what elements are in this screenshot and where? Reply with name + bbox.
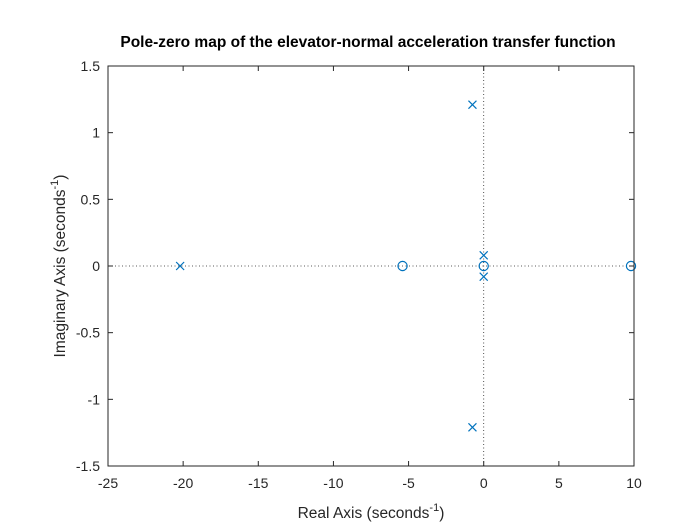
y-tick-label: 1 (92, 125, 100, 141)
tick-labels: -25 -20 -15 -10 -5 0 5 10 -1.5 -1 -0.5 0 0.5 1 1.5 (76, 58, 642, 491)
y-axis-label-main: Imaginary Axis (seconds (52, 189, 69, 357)
pole-marker (479, 250, 489, 260)
pole-marker (479, 272, 489, 282)
y-tick-label: -0.5 (76, 325, 100, 341)
x-tick-label: 10 (626, 475, 642, 491)
zero-marker (625, 260, 637, 272)
pole-marker (175, 261, 185, 271)
x-tick-label: -15 (248, 475, 268, 491)
x-axis-label-close: ) (439, 505, 444, 522)
pole-marker (468, 100, 477, 110)
pole-marker (468, 422, 477, 432)
y-tick-label: -1 (88, 391, 101, 407)
y-tick-label: 0 (92, 258, 100, 274)
y-axis-label-close: ) (52, 175, 69, 180)
x-tick-label: -25 (98, 475, 118, 491)
x-tick-label: -20 (173, 475, 193, 491)
y-tick-label: 0.5 (81, 191, 101, 207)
x-axis-label: Real Axis (seconds-1) (298, 502, 445, 522)
y-axis-label: Imaginary Axis (seconds-1) (49, 175, 69, 358)
x-axis-label-main: Real Axis (seconds (298, 505, 430, 522)
y-axis-label-superscript: -1 (49, 180, 61, 190)
zero-marker (397, 260, 408, 272)
x-tick-label: 5 (555, 475, 563, 491)
x-axis-label-superscript: -1 (429, 502, 439, 514)
x-tick-label: -5 (402, 475, 415, 491)
axes-box (107, 65, 635, 467)
y-tick-label: -1.5 (76, 458, 100, 474)
zero-marker (478, 260, 489, 272)
x-tick-label: 0 (480, 475, 488, 491)
markers (175, 100, 637, 432)
x-tick-label: -10 (323, 475, 343, 491)
y-tick-label: 1.5 (81, 58, 101, 74)
chart-title: Pole-zero map of the elevator-normal acc… (120, 34, 615, 51)
reference-lines (108, 66, 634, 466)
